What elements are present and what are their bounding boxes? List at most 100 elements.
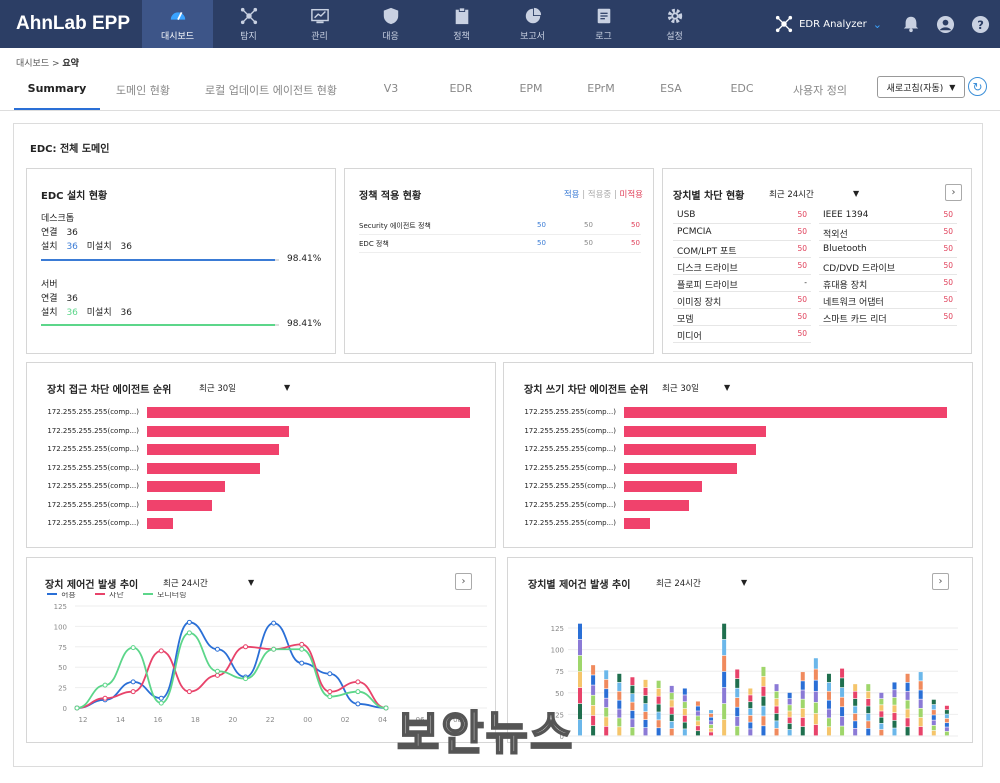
agent-label[interactable]: 172.255.255.255(comp...) (47, 519, 139, 527)
agent-rank-bar[interactable] (624, 462, 738, 474)
tab-esa[interactable]: ESA (660, 82, 682, 95)
nav-report[interactable]: 보고서 (497, 0, 568, 48)
agent-label[interactable]: 172.255.255.255(comp...) (524, 426, 616, 435)
tab-v3[interactable]: V3 (383, 82, 399, 95)
access-rank-period[interactable]: 최근 30일 (199, 384, 236, 394)
chevron-right-icon[interactable]: › (455, 573, 472, 590)
stack-segment (695, 711, 700, 716)
chevron-right-icon[interactable]: › (932, 573, 949, 590)
agent-rank-bar[interactable] (147, 481, 225, 492)
agent-label[interactable]: 172.255.255.255(comp...) (524, 445, 616, 453)
tab-eprm[interactable]: EPrM (587, 82, 615, 95)
y-tick-label: 0 (560, 733, 564, 741)
stack-segment (643, 711, 648, 720)
device-block-title: 장치별 차단 현황 (673, 191, 745, 202)
server-label: 서버 (41, 280, 58, 290)
agent-label[interactable]: 172.255.255.255(comp...) (524, 519, 616, 527)
write-rank-period[interactable]: 최근 30일 (662, 384, 699, 394)
agent-rank-bar[interactable] (147, 499, 212, 511)
nav-settings[interactable]: 설정 (639, 0, 710, 48)
agent-label[interactable]: 172.255.255.255(comp...) (524, 463, 616, 472)
connect-label: 연결 (41, 228, 58, 238)
bell-icon[interactable] (902, 15, 920, 33)
nav-respond[interactable]: 대응 (355, 0, 426, 48)
nav-policy[interactable]: 정책 (426, 0, 497, 48)
caret-down-icon[interactable]: ▼ (853, 189, 860, 198)
desktop-label: 데스크톱 (41, 214, 75, 224)
agent-rank-bar[interactable] (624, 518, 650, 529)
data-point (271, 620, 277, 626)
user-icon[interactable] (936, 15, 955, 34)
stack-segment (853, 691, 858, 699)
agent-label[interactable]: 172.255.255.255(comp...) (47, 426, 139, 435)
agent-rank-bar[interactable] (624, 499, 689, 511)
agent-label[interactable]: 172.255.255.255(comp...) (47, 463, 139, 472)
stack-segment (748, 722, 753, 729)
agent-rank-bar[interactable] (624, 481, 702, 492)
nav-manage[interactable]: 관리 (284, 0, 355, 48)
device-block-period[interactable]: 최근 24시간 (769, 190, 814, 200)
data-point (74, 705, 80, 711)
y-tick-label: 75 (58, 644, 67, 652)
chevron-right-icon[interactable]: › (945, 184, 962, 201)
agent-label[interactable]: 172.255.255.255(comp...) (47, 482, 139, 490)
server-percent: 98.41% (287, 319, 322, 329)
device-name: 미디어 (677, 332, 702, 342)
y-tick-label: 125 (54, 603, 67, 611)
agent-label[interactable]: 172.255.255.255(comp...) (524, 500, 616, 509)
refresh-select[interactable]: 새로고침(자동) ▼ (877, 76, 965, 98)
agent-rank-bar[interactable] (147, 462, 261, 474)
tab-summary[interactable]: Summary (14, 78, 100, 110)
nav-dashboard[interactable]: 대시보드 (142, 0, 213, 48)
agent-label[interactable]: 172.255.255.255(comp...) (524, 408, 616, 416)
tab-local-update[interactable]: 로컬 업데이트 에이전트 현황 (205, 84, 337, 97)
tab-edr[interactable]: EDR (449, 82, 473, 95)
device-row: 디스크 드라이브 50 (673, 258, 811, 275)
device-name: 모뎀 (677, 315, 694, 325)
main-nav: 대시보드 탐지 관리 대응 정책 보고서 로그 설정 (142, 0, 710, 48)
breadcrumb-parent[interactable]: 대시보드 (16, 59, 50, 69)
caret-down-icon[interactable]: ▼ (284, 383, 291, 392)
agent-label[interactable]: 172.255.255.255(comp...) (47, 500, 139, 509)
help-icon[interactable]: ? (971, 15, 990, 34)
tab-custom[interactable]: 사용자 정의 (792, 84, 848, 97)
stack-segment (905, 682, 910, 691)
policy-row: EDC 정책 50 50 50 (359, 235, 641, 253)
app-logo[interactable]: AhnLab EPP (16, 13, 131, 34)
agent-label[interactable]: 172.255.255.255(comp...) (524, 482, 616, 490)
refresh-icon[interactable]: ↻ (968, 77, 987, 96)
stack-segment (800, 672, 805, 681)
agent-rank-bar[interactable] (624, 407, 947, 418)
agent-rank-bar[interactable] (147, 444, 280, 455)
agent-rank-bar[interactable] (147, 425, 290, 437)
device-count: 50 (797, 227, 807, 236)
nav-log[interactable]: 로그 (568, 0, 639, 48)
caret-down-icon[interactable]: ▼ (724, 383, 731, 392)
stack-segment (905, 727, 910, 736)
device-name: COM/LPT 포트 (677, 247, 737, 257)
edr-analyzer-menu[interactable]: EDR Analyzer ⌄ (775, 15, 882, 33)
stack-segment (604, 717, 609, 727)
agent-label[interactable]: 172.255.255.255(comp...) (47, 408, 139, 416)
agent-rank-bar[interactable] (624, 425, 767, 437)
stacked-bar-chart: 0255075100125121416182022000204060810 (551, 623, 958, 741)
tab-domain[interactable]: 도메인 현황 (115, 84, 171, 97)
control-trend-period[interactable]: 최근 24시간 (163, 579, 208, 589)
agent-rank-bar[interactable] (624, 444, 757, 455)
device-count: 50 (943, 295, 953, 304)
agent-label[interactable]: 172.255.255.255(comp...) (47, 445, 139, 453)
stack-segment (905, 718, 910, 727)
caret-down-icon[interactable]: ▼ (741, 578, 748, 587)
tab-epm[interactable]: EPM (519, 82, 543, 95)
stack-segment (604, 670, 609, 680)
device-trend-period[interactable]: 최근 24시간 (656, 579, 701, 589)
nav-label: 대시보드 (160, 31, 195, 42)
agent-rank-bar[interactable] (147, 518, 173, 529)
stack-segment (853, 713, 858, 721)
tab-edc[interactable]: EDC (730, 82, 754, 95)
nav-detect[interactable]: 탐지 (213, 0, 284, 48)
agent-rank-bar[interactable] (147, 407, 470, 418)
uninstall-value: 36 (120, 242, 132, 252)
caret-down-icon[interactable]: ▼ (248, 578, 255, 587)
monitor-chart-icon (310, 8, 329, 23)
